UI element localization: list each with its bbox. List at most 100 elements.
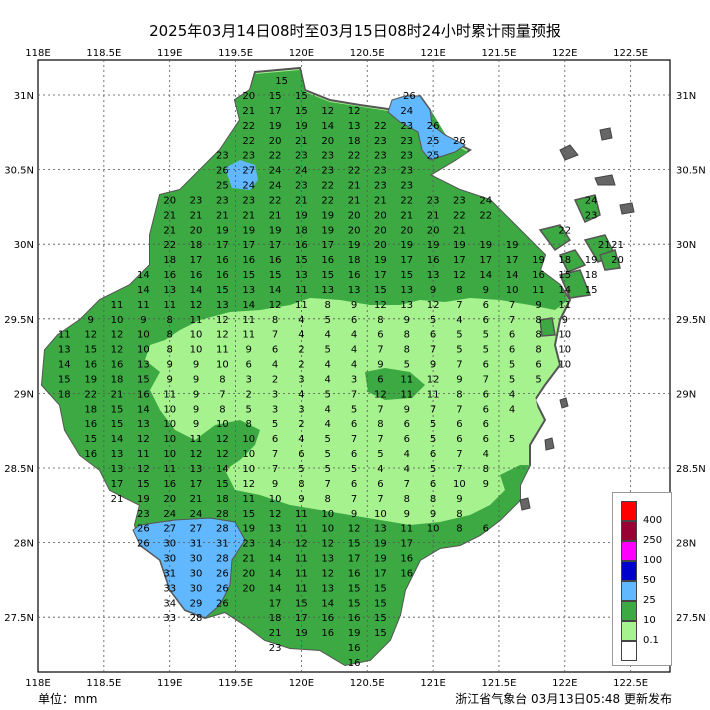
lon-tick-top: 118E: [25, 48, 50, 59]
rainfall-value: 5: [351, 464, 357, 475]
rainfall-value: 9: [562, 315, 568, 326]
rainfall-value: 4: [351, 360, 357, 371]
rainfall-value: 21: [348, 181, 361, 192]
rainfall-value: 12: [111, 345, 124, 356]
rainfall-value: 7: [430, 345, 436, 356]
rainfall-value: 5: [246, 404, 252, 415]
rainfall-value: 9: [377, 360, 383, 371]
legend-entry: 0.1: [621, 621, 671, 646]
rainfall-value: 15: [216, 479, 229, 490]
rainfall-value: 10: [163, 434, 176, 445]
rainfall-value: 19: [374, 539, 387, 550]
rainfall-value: 10: [111, 315, 124, 326]
rainfall-value: 17: [216, 240, 229, 251]
rainfall-value: 4: [325, 419, 331, 430]
rainfall-value: 31: [163, 568, 176, 579]
lon-tick-top: 119.5E: [218, 48, 253, 59]
rainfall-value: 11: [295, 554, 308, 565]
rainfall-value: 22: [84, 389, 97, 400]
lon-tick-bottom: 119.5E: [218, 678, 253, 689]
rainfall-value: 10: [453, 479, 466, 490]
rainfall-value: 5: [325, 389, 331, 400]
legend-swatch: [621, 541, 637, 561]
rainfall-value: 18: [269, 613, 282, 624]
rainfall-value: 8: [219, 375, 225, 386]
lat-tick-right: 29N: [676, 389, 696, 400]
rainfall-value: 15: [84, 345, 97, 356]
rainfall-value: 16: [348, 568, 361, 579]
rainfall-value: 29: [190, 598, 203, 609]
rainfall-value: 10: [137, 330, 150, 341]
rainfall-value: 9: [430, 360, 436, 371]
rainfall-value: 23: [453, 195, 466, 206]
rainfall-value: 4: [298, 434, 304, 445]
rainfall-value: 18: [111, 375, 124, 386]
rainfall-value: 6: [509, 330, 515, 341]
rainfall-value: 5: [404, 360, 410, 371]
rainfall-value: 21: [269, 210, 282, 221]
rainfall-value: 6: [272, 434, 278, 445]
rain-zone-0-10-central: [155, 300, 555, 523]
rainfall-value: 6: [246, 360, 252, 371]
rainfall-value: 14: [269, 554, 282, 565]
rainfall-value: 16: [348, 658, 361, 669]
rainfall-value: 16: [216, 255, 229, 266]
rainfall-value: 9: [456, 375, 462, 386]
rainfall-value: 26: [216, 568, 229, 579]
lon-tick-top: 118.5E: [86, 48, 121, 59]
rainfall-value: 9: [140, 315, 146, 326]
rainfall-value: 9: [193, 419, 199, 430]
legend-entry: 50: [621, 561, 671, 586]
rainfall-value: 18: [190, 240, 203, 251]
rainfall-value: 7: [456, 404, 462, 415]
rainfall-value: 10: [163, 449, 176, 460]
rainfall-value: 11: [137, 449, 150, 460]
rainfall-value: 13: [58, 345, 71, 356]
rainfall-value: 9: [167, 360, 173, 371]
rainfall-value: 15: [348, 539, 361, 550]
rainfall-value: 13: [374, 524, 387, 535]
rainfall-value: 22: [348, 151, 361, 162]
legend-swatch: [621, 561, 637, 581]
legend-entry: 400: [621, 501, 671, 526]
rainfall-value: 13: [190, 464, 203, 475]
rainfall-value: 22: [269, 151, 282, 162]
rainfall-value: 7: [456, 360, 462, 371]
lat-lon-grid: [38, 60, 670, 672]
rainfall-value: 16: [400, 568, 413, 579]
rainfall-value: 12: [216, 330, 229, 341]
rainfall-value: 10: [190, 345, 203, 356]
rainfall-value: 12: [427, 300, 440, 311]
rainfall-value: 7: [404, 479, 410, 490]
rainfall-value: 7: [351, 389, 357, 400]
rainfall-value: 17: [190, 479, 203, 490]
rainfall-value: 8: [404, 494, 410, 505]
rainfall-value: 18: [216, 494, 229, 505]
rainfall-value: 5: [325, 345, 331, 356]
rainfall-value: 21: [348, 195, 361, 206]
rainfall-value: 20: [190, 225, 203, 236]
lat-tick-right: 30N: [676, 240, 696, 251]
rainfall-value: 12: [321, 106, 334, 117]
rain-zone-25-50-north: [225, 160, 258, 190]
rainfall-value: 26: [137, 539, 150, 550]
rainfall-value: 9: [430, 285, 436, 296]
rainfall-value: 12: [427, 375, 440, 386]
lat-tick-right: 30.5N: [676, 166, 706, 177]
rainfall-value: 11: [58, 330, 71, 341]
legend-swatch: [621, 521, 637, 541]
lon-tick-bottom: 118E: [25, 678, 50, 689]
rainfall-value: 10: [190, 330, 203, 341]
rainfall-value: 17: [374, 568, 387, 579]
legend-label: 25: [643, 595, 656, 606]
lon-tick-top: 122E: [552, 48, 577, 59]
rainfall-value: 5: [430, 464, 436, 475]
rainfall-value: 15: [111, 419, 124, 430]
rainfall-value: 19: [137, 494, 150, 505]
rainfall-value: 17: [400, 255, 413, 266]
rainfall-value: 4: [325, 404, 331, 415]
rainfall-value: 17: [374, 270, 387, 281]
rainfall-value: 19: [506, 240, 519, 251]
